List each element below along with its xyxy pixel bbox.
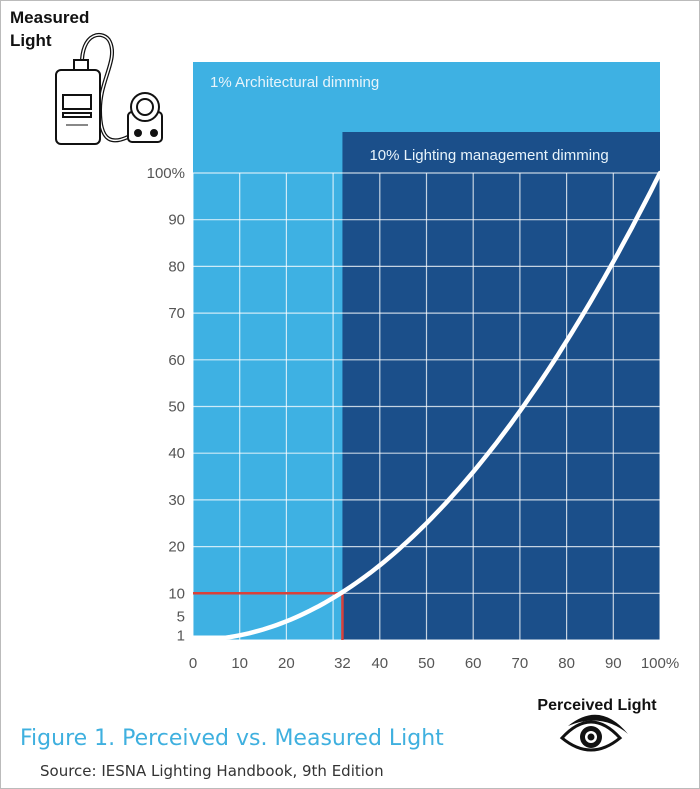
x-axis-label: Perceived Light [537, 697, 657, 714]
y-tick-label: 30 [168, 492, 185, 509]
architectural-dimming-label: 1% Architectural dimming [210, 74, 379, 91]
x-tick-label: 32 [334, 655, 351, 672]
x-tick-label: 40 [371, 655, 388, 672]
lighting-management-label: 10% Lighting management dimming [369, 147, 608, 164]
light-meter-icon [55, 32, 163, 145]
y-tick-label: 20 [168, 539, 185, 556]
y-tick-label: 40 [168, 445, 185, 462]
figure-title: Figure 1. Perceived vs. Measured Light [20, 726, 444, 751]
y-tick-label: 60 [168, 352, 185, 369]
y-tick-label: 100% [147, 165, 185, 182]
figure-source: Source: IESNA Lighting Handbook, 9th Edi… [40, 762, 384, 780]
tick-labels: 0 10 20 32 40 50 60 70 80 90 100% 15 10 20 30 40 50 60 70 8… [147, 165, 680, 672]
x-tick-label: 60 [465, 655, 482, 672]
lighting-management-region [342, 132, 660, 640]
x-tick-label: 70 [512, 655, 529, 672]
x-tick-label: 90 [605, 655, 622, 672]
x-tick-label: 20 [278, 655, 295, 672]
y-tick-label: 90 [168, 212, 185, 229]
eye-icon [559, 714, 628, 752]
grid [192, 172, 661, 641]
y-axis-label-line1: Measured [10, 8, 89, 27]
y-tick-label: 1 [177, 627, 185, 644]
series-line [190, 170, 663, 640]
y-tick-label: 5 [177, 609, 185, 626]
y-tick-label: 50 [168, 399, 185, 416]
y-tick-label: 70 [168, 305, 185, 322]
x-tick-label: 10 [231, 655, 248, 672]
x-tick-label: 100% [641, 655, 679, 672]
x-tick-label: 0 [189, 655, 197, 672]
y-tick-label: 80 [168, 258, 185, 275]
y-tick-label: 10 [168, 585, 185, 602]
x-tick-label: 50 [418, 655, 435, 672]
x-tick-label: 80 [558, 655, 575, 672]
y-axis-label-line2: Light [10, 31, 52, 50]
